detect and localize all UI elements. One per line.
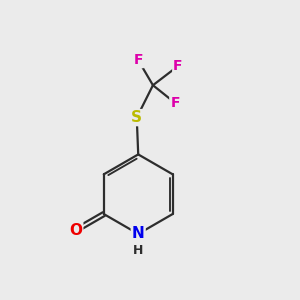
Text: F: F <box>173 59 183 73</box>
Text: N: N <box>132 226 145 242</box>
Text: O: O <box>69 223 82 238</box>
Text: H: H <box>133 244 143 257</box>
Text: F: F <box>134 53 143 67</box>
Text: S: S <box>131 110 142 125</box>
Text: F: F <box>170 96 180 110</box>
